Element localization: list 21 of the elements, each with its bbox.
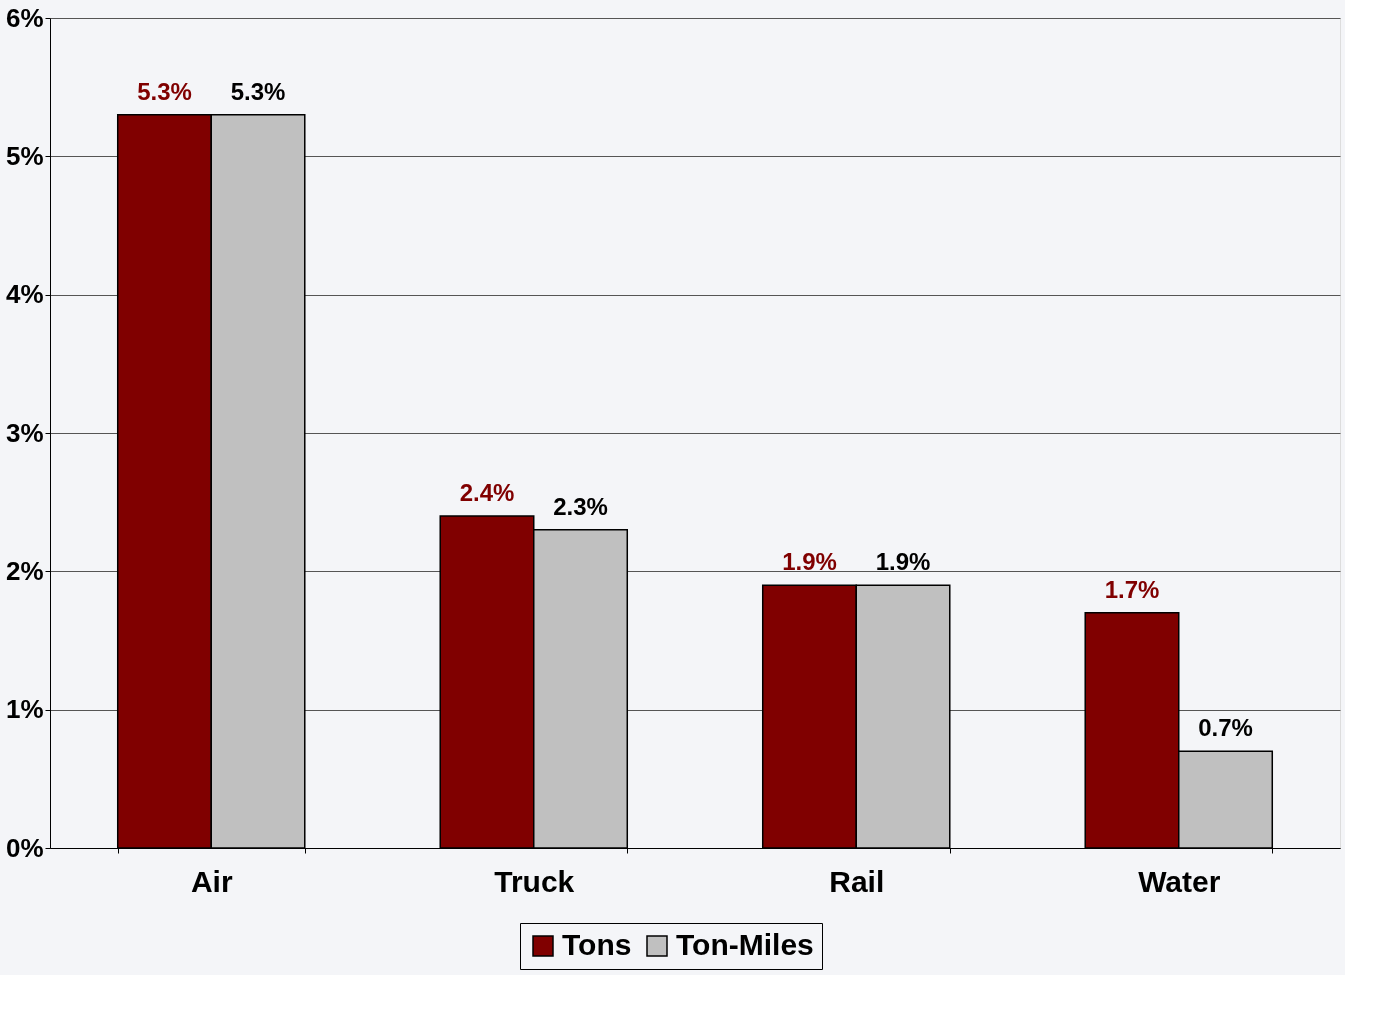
data-label: 1.7% xyxy=(1104,575,1160,603)
x-tick-label: Truck xyxy=(494,864,575,898)
y-tick-label: 6% xyxy=(5,2,44,33)
y-tick-label: 4% xyxy=(5,279,44,310)
y-tick-label: 5% xyxy=(5,140,44,171)
legend-label: Ton-Miles xyxy=(676,928,814,961)
data-label: 5.3% xyxy=(137,77,192,105)
y-tick-label: 3% xyxy=(5,417,44,448)
y-tick-label: 0% xyxy=(5,832,44,863)
x-tick-label: Air xyxy=(190,864,233,898)
data-label: 1.9% xyxy=(875,548,931,576)
data-label: 2.4% xyxy=(459,479,515,506)
data-label: 2.3% xyxy=(553,492,608,520)
data-label: 1.9% xyxy=(782,548,837,576)
data-label: 0.7% xyxy=(1198,714,1253,742)
y-tick-label: 2% xyxy=(5,555,44,586)
legend-label: Tons xyxy=(562,928,632,961)
data-label: 5.3% xyxy=(230,77,286,105)
x-tick-label: Rail xyxy=(829,864,885,898)
y-tick-label: 1% xyxy=(5,694,44,725)
x-tick-label: Water xyxy=(1138,864,1221,898)
